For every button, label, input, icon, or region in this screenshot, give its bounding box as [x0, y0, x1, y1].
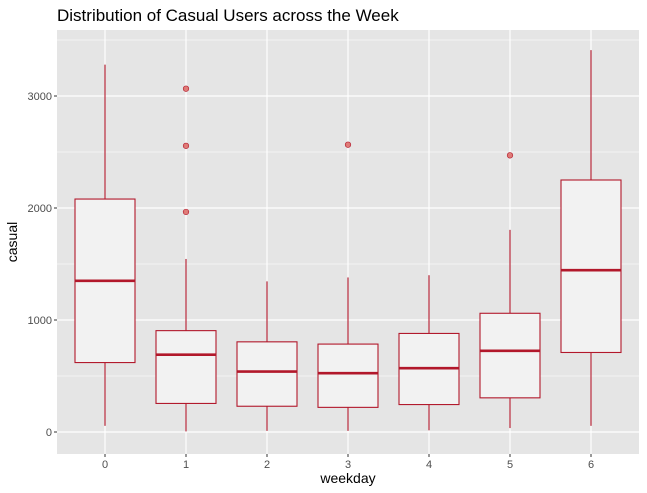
box-body: [155, 330, 217, 404]
x-tick-label: 1: [183, 459, 189, 471]
chart-title: Distribution of Casual Users across the …: [57, 6, 399, 25]
box-body: [560, 179, 622, 354]
y-tick-label: 1000: [28, 315, 52, 327]
outlier-point: [182, 142, 190, 149]
y-axis-title: casual: [4, 222, 20, 262]
box-body: [479, 312, 541, 399]
box-series: [74, 50, 622, 432]
x-tick-label: 6: [588, 459, 594, 471]
y-tick-label: 2000: [28, 203, 52, 215]
box-3: [317, 141, 379, 431]
x-tick-label: 5: [507, 459, 513, 471]
y-tick-label: 3000: [28, 91, 52, 103]
x-tick-label: 3: [345, 459, 351, 471]
x-axis-title: weekday: [319, 470, 375, 486]
outlier-point: [182, 85, 190, 92]
x-tick-label: 4: [426, 459, 432, 471]
outlier-point: [182, 208, 190, 216]
x-axis: 0 1 2 3 4 5 6: [102, 454, 594, 471]
x-tick-label: 0: [102, 459, 108, 471]
y-axis: 0 1000 2000 3000: [28, 91, 57, 439]
x-tick-label: 2: [264, 459, 270, 471]
outlier-point: [344, 141, 352, 148]
box-6: [560, 50, 622, 426]
box-2: [236, 281, 298, 431]
box-0: [74, 64, 136, 426]
box-1: [155, 85, 217, 432]
box-body: [236, 341, 298, 407]
box-4: [398, 275, 460, 431]
box-body: [317, 343, 379, 408]
box-5: [479, 152, 541, 429]
y-tick-label: 0: [46, 427, 52, 439]
outlier-point: [506, 152, 514, 159]
